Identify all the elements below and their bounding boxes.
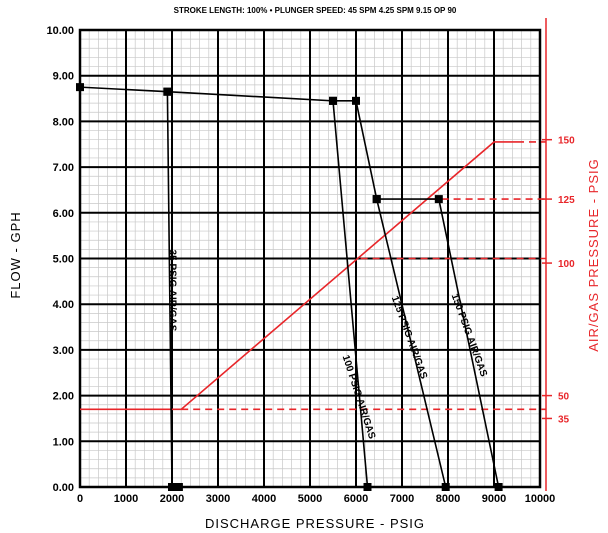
y2-axis-title: AIR/GAS PRESSURE - PSIG <box>586 158 601 352</box>
chart-title: STROKE LENGTH: 100% • PLUNGER SPEED: 45 … <box>174 6 457 15</box>
y-tick-label: 3.00 <box>53 345 74 357</box>
series-label: 100 PSIG AIR/GAS <box>340 354 378 441</box>
x-tick-label: 7000 <box>390 493 414 505</box>
flow-data-point <box>168 483 176 491</box>
y-tick-label: 4.00 <box>53 299 74 311</box>
flow-data-point <box>163 87 172 96</box>
air-pressure-line <box>80 141 517 411</box>
flow-data-point <box>434 195 443 204</box>
x-tick-label: 1000 <box>114 493 138 505</box>
y-tick-label: 7.00 <box>53 162 74 174</box>
x-tick-label: 5000 <box>298 493 322 505</box>
y-tick-label: 2.00 <box>53 391 74 403</box>
right-tick-label: 35 <box>558 414 570 425</box>
y-tick-label: 9.00 <box>53 71 74 83</box>
flow-data-point <box>363 483 372 491</box>
y-tick-label: 8.00 <box>53 116 74 128</box>
flow-data-point <box>441 483 450 491</box>
series-label: 35 PSIG AIR/GAS <box>167 250 178 332</box>
x-tick-label: 3000 <box>206 493 230 505</box>
right-tick-label: 125 <box>558 195 575 206</box>
flow-data-point <box>352 96 360 105</box>
plot-border <box>78 28 542 489</box>
air-pressure-layer: 35 50 100 125 150 <box>80 136 575 425</box>
y-axis-title: FLOW - GPH <box>8 211 23 298</box>
x-tick-label: 4000 <box>252 493 276 505</box>
right-tick-label: 50 <box>558 392 570 403</box>
flow-data-point <box>76 83 84 92</box>
y-tick-label: 5.00 <box>53 254 74 266</box>
y-tick-label: 0.00 <box>53 482 74 494</box>
tick-labels: 0 1000 2000 3000 4000 5000 6000 7000 8000 9000 100… <box>46 25 555 505</box>
chart-axes <box>78 18 547 491</box>
y-tick-label: 1.00 <box>53 436 74 448</box>
flow-data-point <box>494 483 503 491</box>
series-label: 150 PSIG AIR/GAS <box>449 292 489 378</box>
x-tick-label: 10000 <box>525 493 556 505</box>
flow-series-line <box>333 100 447 488</box>
right-tick-label: 150 <box>558 136 575 147</box>
flow-data-point <box>174 483 183 491</box>
y-tick-label: 6.00 <box>53 208 74 220</box>
flow-data-point <box>372 195 381 204</box>
x-tick-label: 2000 <box>160 493 184 505</box>
x-tick-label: 6000 <box>344 493 368 505</box>
flow-series-layer <box>76 83 503 491</box>
flow-series-line <box>376 198 500 488</box>
x-tick-label: 9000 <box>482 493 506 505</box>
flow-series-line <box>79 86 179 488</box>
x-tick-label: 0 <box>77 493 83 505</box>
flow-data-point <box>329 96 337 105</box>
right-tick-label: 100 <box>558 259 575 270</box>
x-axis-title: DISCHARGE PRESSURE - PSIG <box>205 516 425 531</box>
x-tick-label: 8000 <box>436 493 460 505</box>
y-tick-label: 10.00 <box>46 25 74 37</box>
